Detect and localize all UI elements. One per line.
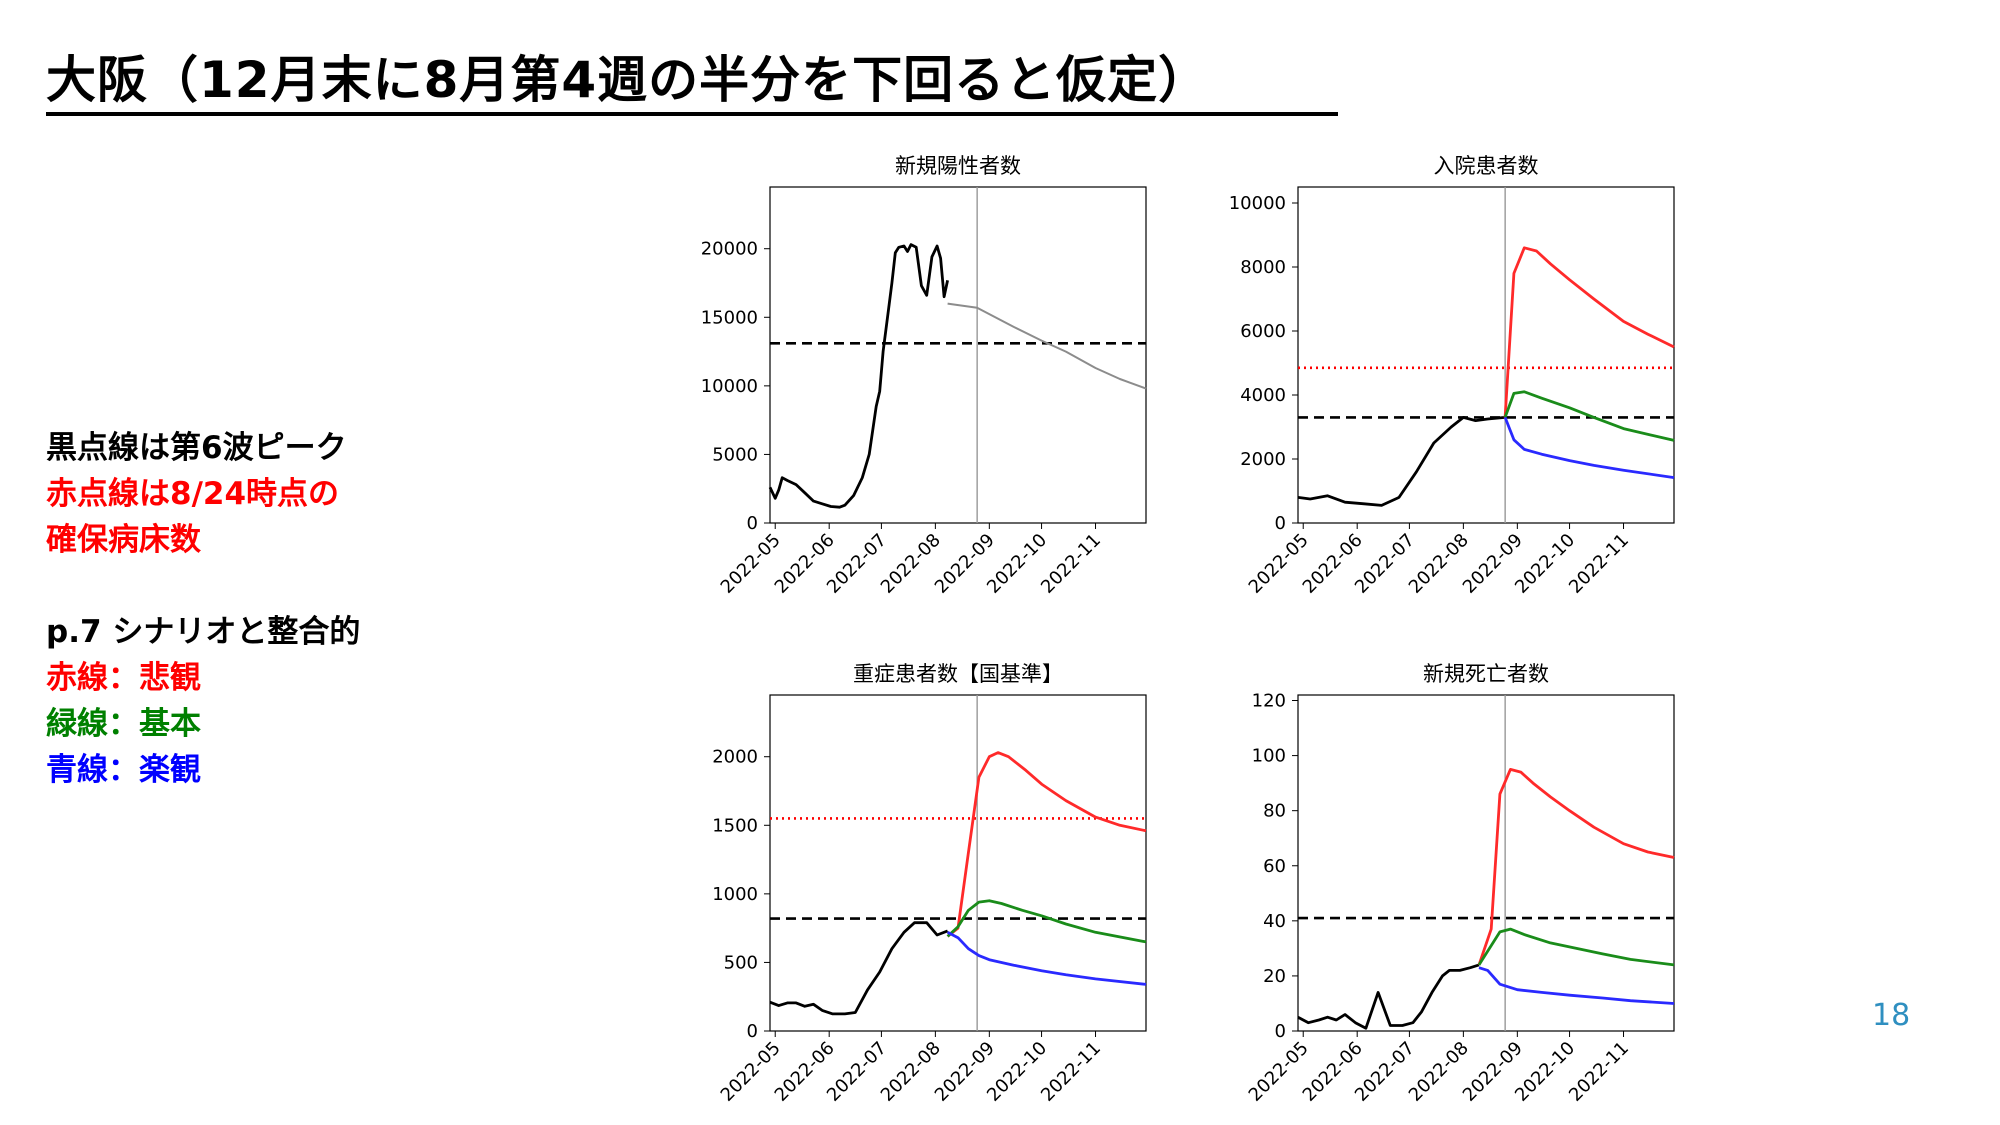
- legend-notes: 黒点線は第6波ピーク 赤点線は8/24時点の 確保病床数 p.7 シナリオと整合的 赤線…: [46, 425, 360, 793]
- notes-line: 赤点線は8/24時点の: [46, 476, 340, 512]
- series-line-base: [946, 899, 1147, 944]
- chart-panel: 新規死亡者数0204060801001202022-052022-062022-…: [1245, 662, 1675, 1106]
- y-tick-label: 0: [1275, 1021, 1286, 1042]
- notes-line: 赤線：悲観: [46, 660, 201, 696]
- series-line-base: [1503, 390, 1675, 442]
- x-tick-label: 2022-11: [1037, 530, 1105, 598]
- chart-title: 新規死亡者数: [1423, 662, 1549, 686]
- notes-line: 緑線：基本: [46, 706, 201, 742]
- y-tick-label: 15000: [701, 307, 758, 328]
- series-line-optimistic: [1503, 416, 1675, 479]
- y-tick-label: 100: [1252, 746, 1286, 767]
- x-tick-label: 2022-11: [1565, 1038, 1633, 1106]
- plot-frame: [1297, 186, 1675, 524]
- y-tick-label: 1000: [712, 884, 758, 905]
- plot-frame: [769, 694, 1147, 1032]
- y-tick-label: 0: [1275, 513, 1286, 534]
- chart-panel: 新規陽性者数050001000015000200002022-052022-06…: [701, 154, 1147, 598]
- page-number: 18: [1872, 998, 1911, 1033]
- y-tick-label: 10000: [1229, 193, 1286, 214]
- chart-title: 入院患者数: [1434, 154, 1539, 178]
- y-tick-label: 6000: [1240, 321, 1286, 342]
- series-line-projection: [947, 302, 1147, 390]
- y-tick-label: 40: [1263, 911, 1286, 932]
- y-tick-label: 0: [747, 513, 758, 534]
- series-line-optimistic: [1478, 966, 1675, 1005]
- y-tick-label: 2000: [1240, 449, 1286, 470]
- chart-panel: 入院患者数02000400060008000100002022-052022-0…: [1229, 154, 1675, 598]
- y-tick-label: 500: [724, 952, 758, 973]
- y-tick-label: 2000: [712, 747, 758, 768]
- series-line-optimistic: [946, 931, 1147, 986]
- chart-title: 重症患者数【国基準】: [853, 662, 1063, 686]
- notes-line: 確保病床数: [46, 522, 201, 558]
- chart-panel: 重症患者数【国基準】05001000150020002022-052022-06…: [712, 662, 1147, 1106]
- y-tick-label: 0: [747, 1021, 758, 1042]
- y-tick-label: 20: [1263, 966, 1286, 987]
- y-tick-label: 8000: [1240, 257, 1286, 278]
- y-tick-label: 20000: [701, 239, 758, 260]
- slide-title: 大阪（12月末に8月第4週の半分を下回ると仮定）: [46, 51, 1210, 109]
- series-line-pessimistic: [946, 751, 1147, 938]
- y-tick-label: 80: [1263, 801, 1286, 822]
- plot-frame: [1297, 694, 1675, 1032]
- notes-line: 黒点線は第6波ピーク: [46, 430, 347, 466]
- x-tick-label: 2022-11: [1565, 530, 1633, 598]
- notes-line: p.7 シナリオと整合的: [46, 614, 361, 650]
- y-tick-label: 4000: [1240, 385, 1286, 406]
- y-tick-label: 1500: [712, 815, 758, 836]
- series-line-actual: [768, 243, 949, 509]
- chart-title: 新規陽性者数: [895, 154, 1021, 178]
- title-underline: [46, 112, 1338, 116]
- series-line-pessimistic: [1503, 246, 1675, 418]
- series-line-pessimistic: [1477, 768, 1675, 966]
- y-tick-label: 10000: [701, 376, 758, 397]
- notes-line: 青線：楽観: [46, 752, 201, 788]
- y-tick-label: 5000: [712, 444, 758, 465]
- series-line-actual: [1297, 416, 1506, 507]
- y-tick-label: 60: [1263, 856, 1286, 877]
- plot-frame: [769, 186, 1147, 524]
- y-tick-label: 120: [1252, 691, 1286, 712]
- x-tick-label: 2022-11: [1037, 1038, 1105, 1106]
- series-line-base: [1477, 927, 1675, 967]
- series-line-actual: [769, 921, 949, 1016]
- series-line-actual: [1297, 963, 1480, 1030]
